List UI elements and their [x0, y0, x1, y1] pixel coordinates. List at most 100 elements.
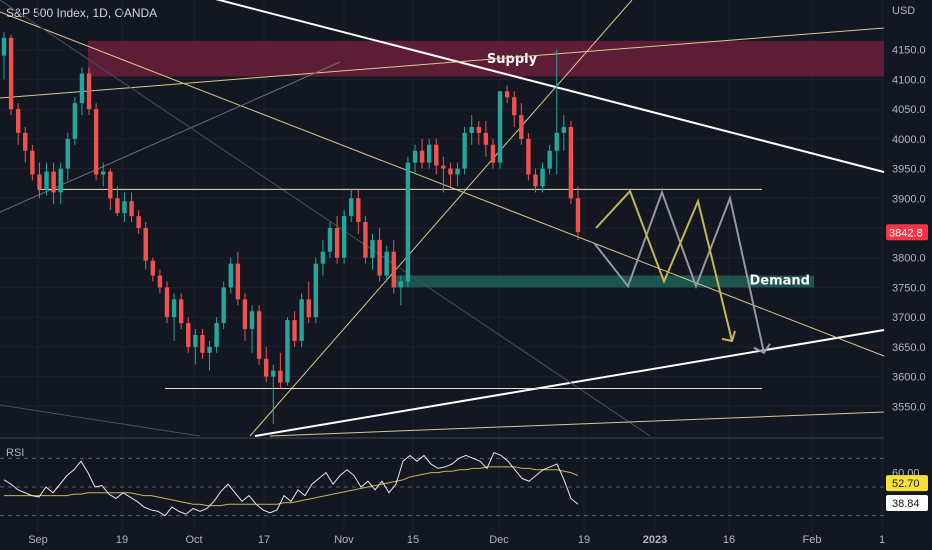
candle-body[interactable]	[412, 150, 418, 163]
candle-body[interactable]	[455, 168, 460, 175]
candle-body[interactable]	[207, 346, 212, 353]
candle-body[interactable]	[65, 138, 70, 169]
candle-body[interactable]	[306, 299, 311, 318]
gray-rising-line[interactable]	[0, 61, 341, 213]
candle-body[interactable]	[30, 150, 35, 175]
candle-body[interactable]	[8, 37, 14, 110]
projection-path-gold[interactable]	[595, 189, 733, 342]
candle-body[interactable]	[228, 263, 233, 288]
candle-body[interactable]	[249, 311, 255, 330]
gray-falling-line[interactable]	[0, 0, 651, 437]
gold-rising-line[interactable]	[0, 27, 885, 99]
candle-body[interactable]	[490, 144, 496, 163]
candle-body[interactable]	[44, 171, 49, 190]
candle-body[interactable]	[561, 126, 567, 133]
candle-body[interactable]	[58, 168, 63, 193]
candle-body[interactable]	[200, 334, 205, 353]
candle-body[interactable]	[171, 299, 177, 318]
candle-body[interactable]	[405, 162, 411, 282]
candle-body[interactable]	[150, 260, 156, 276]
candle-body[interactable]	[292, 320, 297, 341]
candle-body[interactable]	[349, 198, 354, 217]
rsi-line[interactable]	[3, 451, 579, 517]
candle-body[interactable]	[242, 299, 248, 330]
candle-body[interactable]	[23, 132, 28, 151]
candle-body[interactable]	[540, 168, 545, 187]
candle-body[interactable]	[15, 109, 21, 133]
candle-body[interactable]	[101, 171, 106, 175]
candle-body[interactable]	[334, 228, 340, 258]
gray-lower-line[interactable]	[0, 404, 201, 437]
candle-body[interactable]	[93, 109, 99, 175]
supply-zone[interactable]	[88, 40, 884, 77]
candle-body[interactable]	[178, 299, 184, 324]
candle-body[interactable]	[320, 251, 326, 264]
rsi-moving-average[interactable]	[4, 466, 579, 507]
candle-body[interactable]	[547, 150, 552, 169]
candle-body[interactable]	[370, 239, 375, 258]
candle-body[interactable]	[157, 275, 163, 288]
candle-body[interactable]	[554, 132, 559, 151]
rsi-ma-badge[interactable]	[886, 475, 928, 492]
candle-body[interactable]	[363, 222, 368, 258]
upper-resistance-trendline[interactable]	[200, 0, 885, 173]
candle-body[interactable]	[519, 115, 524, 139]
candle-body[interactable]	[575, 198, 581, 233]
candle-body[interactable]	[256, 311, 262, 359]
candle-body[interactable]	[115, 198, 120, 214]
candle-body[interactable]	[136, 216, 141, 228]
candle-body[interactable]	[72, 103, 78, 139]
candle-body[interactable]	[391, 251, 396, 288]
candle-body[interactable]	[122, 201, 127, 214]
candle-body[interactable]	[462, 132, 467, 169]
candle-body[interactable]	[214, 323, 219, 347]
candle-body[interactable]	[1, 37, 7, 56]
candle-body[interactable]	[341, 216, 347, 258]
candle-body[interactable]	[469, 126, 474, 133]
candle-body[interactable]	[129, 201, 134, 217]
candle-body[interactable]	[193, 334, 198, 347]
candle-body[interactable]	[356, 198, 361, 223]
demand-zone[interactable]	[392, 275, 814, 288]
candle-body[interactable]	[79, 73, 85, 104]
candle-body[interactable]	[285, 320, 290, 383]
candle-body[interactable]	[512, 97, 517, 116]
candle-body[interactable]	[86, 73, 92, 110]
candle-body[interactable]	[533, 174, 538, 187]
candle-body[interactable]	[426, 144, 432, 163]
candle-body[interactable]	[483, 132, 489, 145]
gold-steep-line[interactable]	[249, 0, 633, 437]
candle-body[interactable]	[235, 263, 241, 300]
rsi-value-badge[interactable]	[886, 494, 928, 511]
candle-body[interactable]	[327, 228, 333, 252]
candle-body[interactable]	[37, 174, 42, 190]
lower-support-trendline[interactable]	[254, 329, 885, 437]
candle-body[interactable]	[568, 126, 574, 199]
candle-body[interactable]	[434, 144, 439, 166]
candle-body[interactable]	[504, 91, 510, 98]
candle-body[interactable]	[186, 323, 191, 347]
candle-body[interactable]	[221, 287, 226, 324]
projection-path-gray[interactable]	[593, 189, 765, 354]
candle-body[interactable]	[271, 370, 276, 377]
candle-body[interactable]	[398, 281, 404, 288]
candle-body[interactable]	[377, 239, 382, 276]
candle-body[interactable]	[143, 228, 148, 261]
gold-falling-line[interactable]	[0, 11, 885, 357]
candle-body[interactable]	[448, 168, 453, 175]
candle-body[interactable]	[313, 263, 318, 318]
candle-body[interactable]	[441, 165, 446, 169]
candle-body[interactable]	[51, 171, 56, 193]
candle-body[interactable]	[384, 251, 389, 276]
candle-body[interactable]	[264, 358, 269, 377]
gold-lower-line[interactable]	[269, 411, 885, 437]
candle-body[interactable]	[476, 126, 481, 133]
candle-body[interactable]	[497, 91, 503, 163]
candle-body[interactable]	[526, 138, 531, 175]
candle-body[interactable]	[278, 370, 283, 383]
candle-body[interactable]	[419, 150, 425, 163]
candle-body[interactable]	[164, 287, 170, 318]
last-price-badge[interactable]	[886, 224, 928, 241]
candle-body[interactable]	[299, 299, 304, 341]
